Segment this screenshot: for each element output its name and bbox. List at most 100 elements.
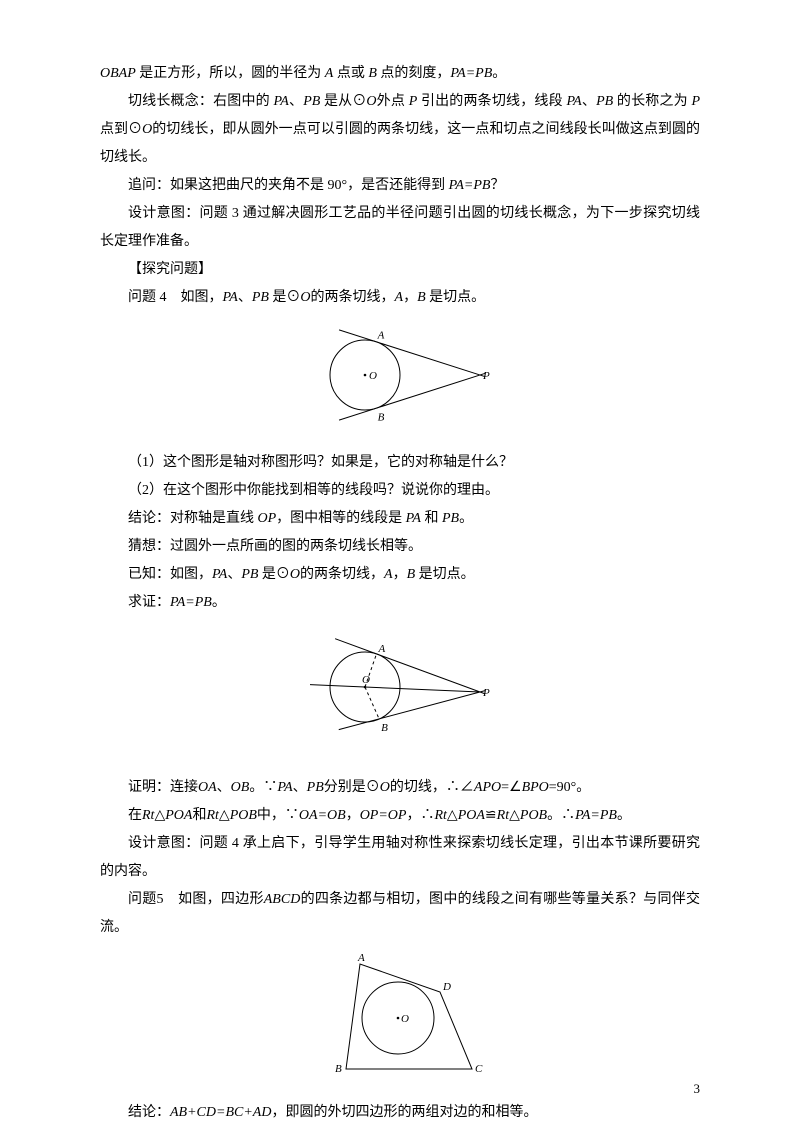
p13k: 的切线，∴∠ [390, 780, 474, 795]
para-5: 【探究问题】 [100, 256, 700, 284]
p2l: PB [596, 94, 613, 109]
p14o: △ [447, 808, 458, 823]
p14n: Rt [434, 808, 446, 823]
svg-text:B: B [381, 722, 388, 734]
page-number: 3 [694, 1076, 701, 1102]
p14i: 中，∵ [257, 808, 299, 823]
p13f: PA [277, 780, 292, 795]
p9d: PA [406, 511, 421, 526]
p1f: 点的刻度， [377, 66, 451, 81]
p11b: PA [212, 567, 227, 582]
p11i: ， [393, 567, 407, 582]
svg-text:O: O [362, 674, 370, 686]
para-4: 设计意图：问题 3 通过解决圆形工艺品的半径问题引出圆的切线长概念，为下一步探究… [100, 200, 700, 256]
inscribed-circle-quadrilateral-diagram: OABCD [310, 950, 490, 1080]
p13c: 、 [217, 780, 231, 795]
p1d: 点或 [333, 66, 368, 81]
p2i: 引出的两条切线，线段 [417, 94, 566, 109]
p6i: ， [403, 290, 417, 305]
p14s: △ [509, 808, 520, 823]
p11a: 已知：如图， [128, 567, 212, 582]
p14q: ≌ [485, 808, 497, 823]
p9a: 结论：对称轴是直线 [128, 511, 258, 526]
p6a: 问题 4 如图， [128, 290, 223, 305]
p2g: 外点 [376, 94, 408, 109]
p11h: A [384, 567, 393, 582]
p6b: PA [223, 290, 238, 305]
para-10: 猜想：过圆外一点所画的图的两条切线长相等。 [100, 533, 700, 561]
p2b: PA [274, 94, 289, 109]
circle-tangent-diagram-1: OABP [310, 320, 490, 430]
figure-1: OABP [100, 320, 700, 441]
p2p: O [142, 122, 152, 137]
para-17: 结论：AB+CD=BC+AD，即圆的外切四边形的两组对边的和相等。 [100, 1099, 700, 1127]
p14b: Rt [142, 808, 154, 823]
p14d: POA [165, 808, 192, 823]
p3a: 追问：如果这把曲尺的夹角不是 90°，是否还能得到 [128, 178, 449, 193]
p14k: ， [346, 808, 360, 823]
para-13: 证明：连接OA、OB。∵PA、PB分别是⊙O的切线，∴∠APO=∠BPO=90°… [100, 774, 700, 802]
svg-text:P: P [482, 687, 490, 699]
p13h: PB [307, 780, 324, 795]
para-11: 已知：如图，PA、PB 是⊙O的两条切线，A，B 是切点。 [100, 561, 700, 589]
para-3: 追问：如果这把曲尺的夹角不是 90°，是否还能得到 PA=PB？ [100, 172, 700, 200]
p1h: 。 [492, 66, 506, 81]
p11f: O [290, 567, 300, 582]
p9c: ，图中相等的线段是 [276, 511, 406, 526]
para-2: 切线长概念：右图中的 PA、PB 是从⊙O外点 P 引出的两条切线，线段 PA、… [100, 88, 700, 172]
p2k: 、 [582, 94, 596, 109]
p2f: O [366, 94, 376, 109]
svg-text:O: O [369, 370, 377, 382]
p6d: PB [252, 290, 269, 305]
p11e: 是⊙ [258, 567, 290, 582]
p2a: 切线长概念：右图中的 [128, 94, 274, 109]
p6k: 是切点。 [426, 290, 486, 305]
para-9: 结论：对称轴是直线 OP，图中相等的线段是 PA 和 PB。 [100, 505, 700, 533]
svg-text:O: O [401, 1013, 409, 1025]
para-14: 在Rt△POA和Rt△POB中，∵OA=OB，OP=OP，∴Rt△POA≌Rt△… [100, 802, 700, 830]
p6g: 的两条切线， [311, 290, 395, 305]
p9g: 。 [459, 511, 473, 526]
p2n: P [692, 94, 701, 109]
p13a: 证明：连接 [128, 780, 198, 795]
p13g: 、 [293, 780, 307, 795]
svg-text:B: B [378, 411, 385, 423]
p14a: 在 [128, 808, 142, 823]
svg-text:B: B [335, 1063, 342, 1075]
p13n: BPO [522, 780, 549, 795]
p14f: Rt [206, 808, 218, 823]
p2d: PB [303, 94, 320, 109]
p12a: 求证： [128, 595, 170, 610]
p2e: 是从⊙ [320, 94, 366, 109]
p14u: 。∴ [547, 808, 575, 823]
p6c: 、 [238, 290, 252, 305]
p6j: B [417, 290, 426, 305]
document-page: OBAP 是正方形，所以，圆的半径为 A 点或 B 点的刻度，PA=PB。 切线… [0, 0, 800, 1132]
p14l: OP=OP [360, 808, 407, 823]
p6e: 是⊙ [269, 290, 301, 305]
para-1: OBAP 是正方形，所以，圆的半径为 A 点或 B 点的刻度，PA=PB。 [100, 60, 700, 88]
p9b: OP [258, 511, 277, 526]
p14j: OA=OB [299, 808, 346, 823]
para-8: （2）在这个图形中你能找到相等的线段吗？说说你的理由。 [100, 477, 700, 505]
p16a: 问题5 如图，四边形 [128, 892, 264, 907]
p2j: PA [566, 94, 581, 109]
p2q: 的切线长，即从圆外一点可以引圆的两条切线，这一点和切点之间线段长叫做这点到圆的切… [100, 122, 700, 165]
p11d: PB [241, 567, 258, 582]
p17a: 结论： [128, 1105, 170, 1120]
p1b: 是正方形，所以，圆的半径为 [136, 66, 325, 81]
svg-text:A: A [378, 643, 386, 655]
p13j: O [380, 780, 390, 795]
p12b: PA=PB [170, 595, 212, 610]
p14g: △ [219, 808, 230, 823]
p9e: 和 [421, 511, 442, 526]
p3c: ？ [490, 178, 504, 193]
p14w: 。 [617, 808, 631, 823]
p6f: O [300, 290, 310, 305]
p11k: 是切点。 [415, 567, 475, 582]
figure-3: OABCD [100, 950, 700, 1091]
p14m: ，∴ [406, 808, 434, 823]
svg-text:D: D [442, 981, 451, 993]
p14p: POA [458, 808, 485, 823]
p1e: B [368, 66, 377, 81]
